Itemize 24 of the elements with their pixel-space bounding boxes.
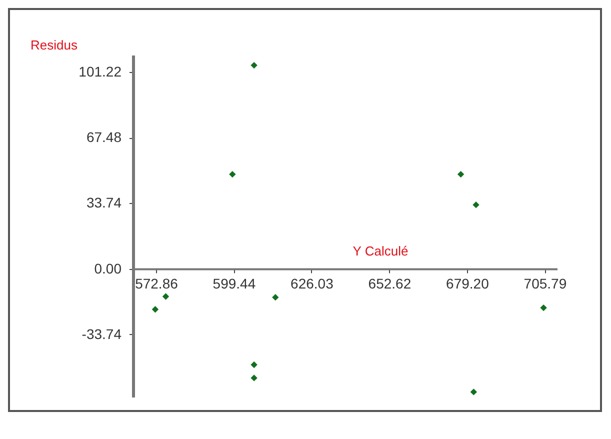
x-tick-label: 652.62 (368, 275, 412, 292)
point (250, 62, 258, 69)
y-tick-label: -33.74 (82, 326, 122, 342)
y-tick-label: 33.74 (86, 194, 122, 211)
point (272, 294, 279, 301)
point (250, 361, 258, 368)
x-tick-label: 679.20 (446, 275, 490, 292)
point (470, 388, 478, 396)
y-tick-label: 67.48 (86, 129, 122, 146)
y-tick-label: 101.22 (78, 64, 122, 80)
x-tick-label: 572.86 (135, 275, 178, 292)
x-axis-title: Y Calculé (352, 243, 408, 258)
x-tick-label: 705.79 (524, 275, 567, 292)
point (152, 306, 159, 313)
y-tick-label: 0.00 (94, 260, 122, 276)
x-tick-label: 626.03 (290, 275, 334, 292)
point (540, 304, 547, 312)
point (472, 201, 480, 208)
point (229, 170, 236, 178)
x-tick-label: 599.44 (212, 275, 256, 292)
point (457, 170, 464, 178)
y-axis-title: Residus (30, 38, 78, 52)
point (250, 374, 258, 382)
point (162, 293, 170, 300)
